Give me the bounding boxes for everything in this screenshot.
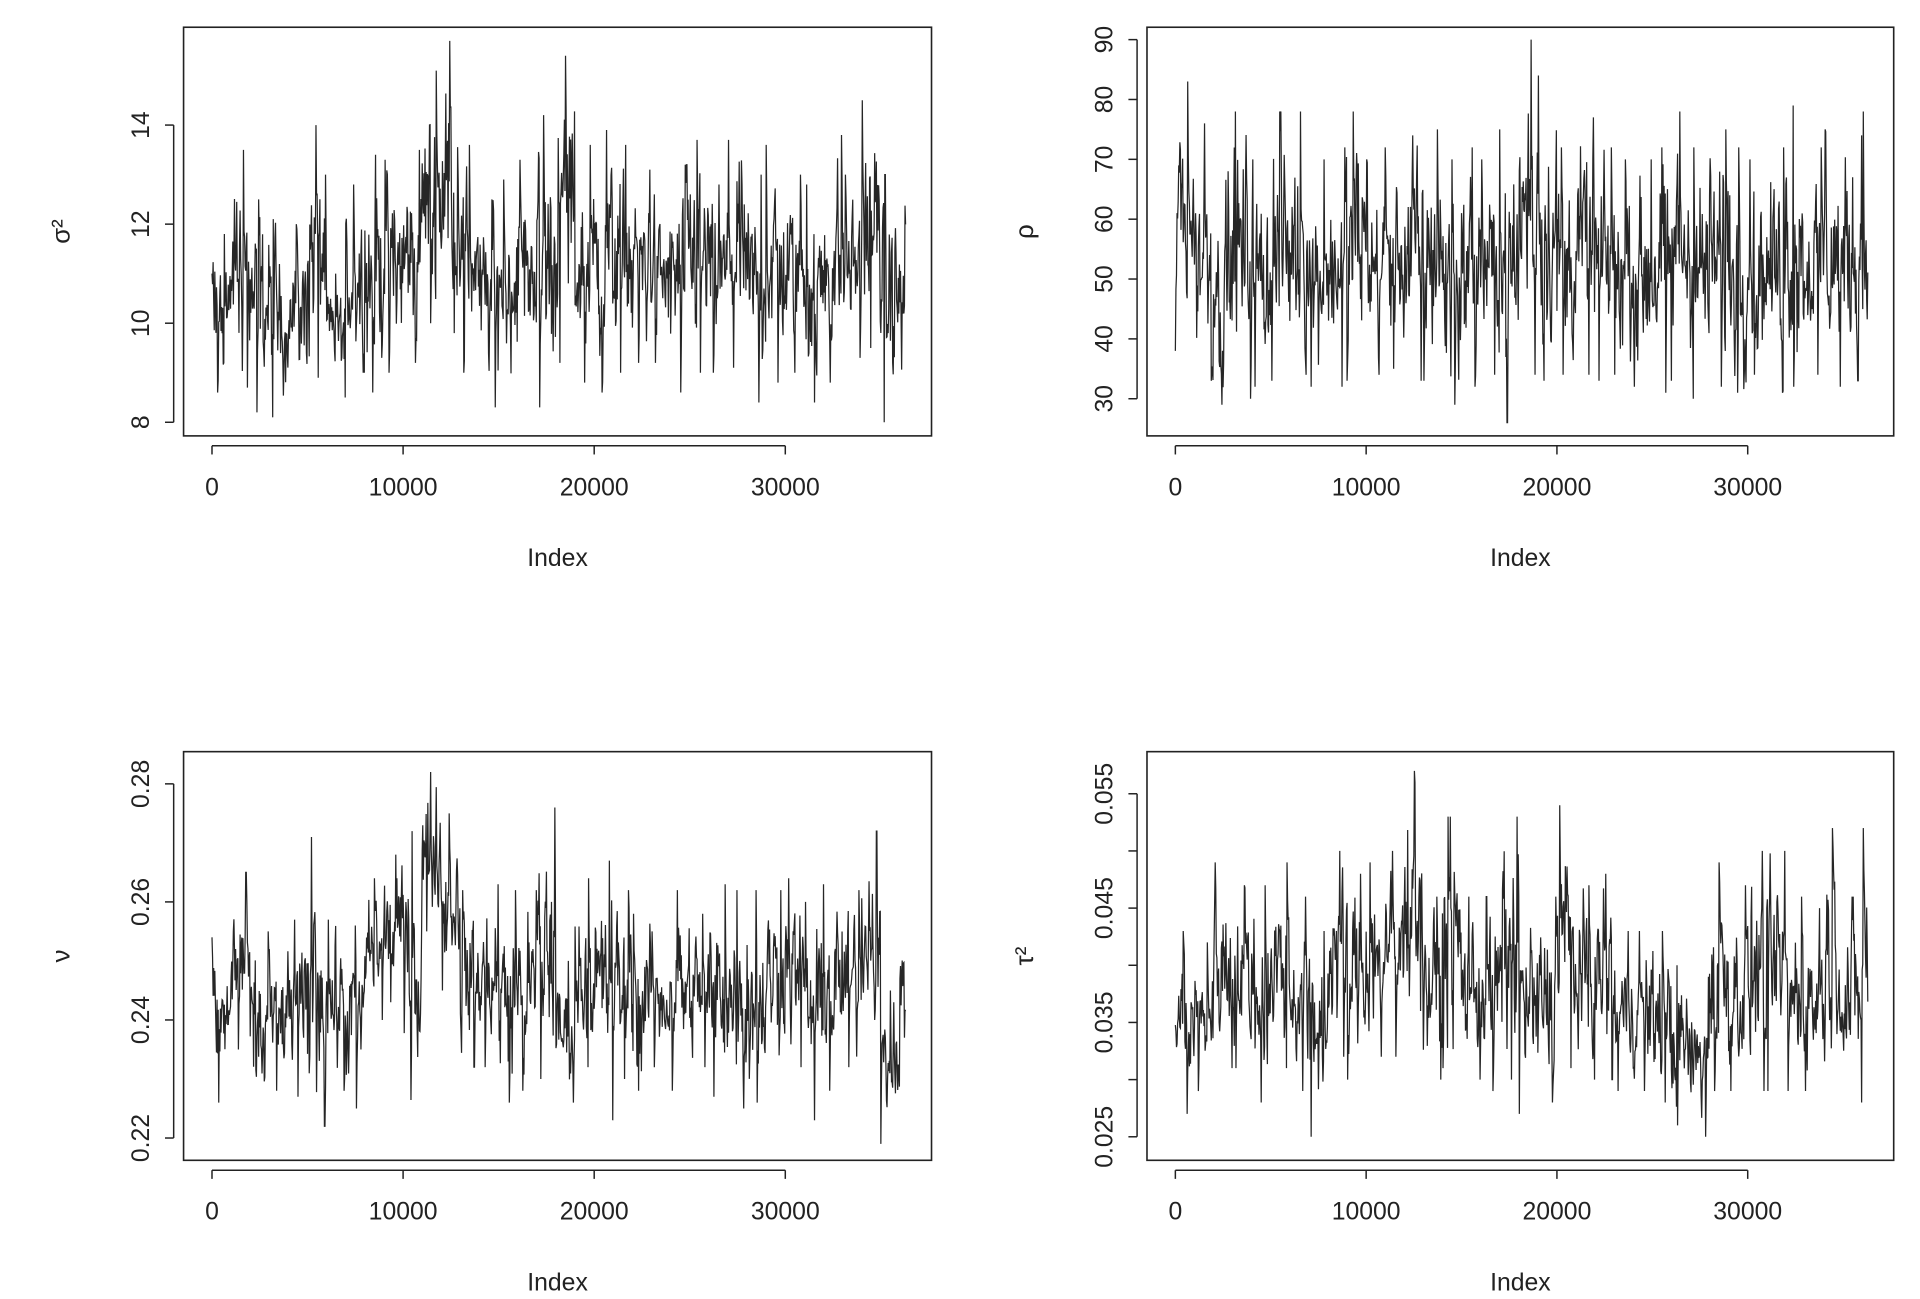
y-tick-label: 12 [128,210,155,238]
y-axis-label: ν [46,949,76,962]
trace-line [211,772,907,1144]
x-tick-label: 30000 [1713,474,1782,501]
y-tick-label: 0.22 [128,1114,155,1162]
y-tick-label: 80 [1091,86,1118,114]
x-tick-label: 10000 [1332,1199,1401,1226]
trace-line [1174,770,1869,1137]
x-tick-label: 0 [1168,474,1182,501]
x-tick-label: 20000 [1523,474,1592,501]
y-tick-label: 60 [1091,205,1118,233]
y-axis-label: ρ [1009,224,1039,239]
x-tick-label: 10000 [369,1199,438,1226]
x-axis-label: Index [1490,1269,1551,1296]
y-tick-label: 14 [128,111,155,139]
y-tick-label: 70 [1091,146,1118,174]
y-tick-label: 0.26 [128,878,155,926]
plot-frame [1146,750,1895,1162]
y-axis-label: τ² [1009,946,1039,965]
y-tick-label: 0.045 [1091,877,1118,939]
x-tick-label: 20000 [560,1199,629,1226]
plot-frame [1146,26,1895,437]
x-axis-label: Index [527,545,588,572]
panel-rho: 0 10000 20000 30000 Index 30 40 50 60 70 80 90 ρ [1009,26,1895,572]
y-tick-label: 10 [128,309,155,337]
x-tick-label: 20000 [1523,1199,1592,1226]
panel-sigma2: 0 10000 20000 30000 Index 8 10 12 14 σ² [46,26,933,572]
trace-line [1174,39,1869,424]
x-tick-label: 0 [1168,1199,1182,1226]
x-tick-label: 0 [205,474,219,501]
x-tick-label: 20000 [560,474,629,501]
y-tick-label: 0.035 [1091,991,1118,1053]
y-tick-label: 40 [1091,325,1118,353]
y-tick-label: 0.055 [1091,763,1118,825]
x-tick-label: 30000 [1713,1199,1782,1226]
y-axis-label: σ² [46,219,76,244]
plot-frame [182,26,933,437]
y-tick-label: 0.24 [128,996,155,1044]
y-tick-label: 90 [1091,26,1118,54]
panel-tau2: 0 10000 20000 30000 Index 0.025 0.035 0.045 0.05… [1009,750,1895,1296]
x-axis-label: Index [527,1269,588,1296]
x-tick-label: 30000 [751,474,820,501]
x-tick-label: 10000 [369,474,438,501]
y-tick-label: 8 [128,415,155,429]
plot-frame [182,750,933,1162]
y-tick-label: 30 [1091,385,1118,413]
y-tick-label: 50 [1091,265,1118,293]
x-tick-label: 0 [205,1199,219,1226]
x-tick-label: 30000 [751,1199,820,1226]
x-axis-label: Index [1490,545,1551,572]
trace-line [211,40,907,423]
y-tick-label: 0.025 [1091,1106,1118,1168]
x-tick-label: 10000 [1332,474,1401,501]
panel-nu: 0 10000 20000 30000 Index 0.22 0.24 0.26 0.28 ν [46,750,933,1296]
y-tick-label: 0.28 [128,760,155,808]
